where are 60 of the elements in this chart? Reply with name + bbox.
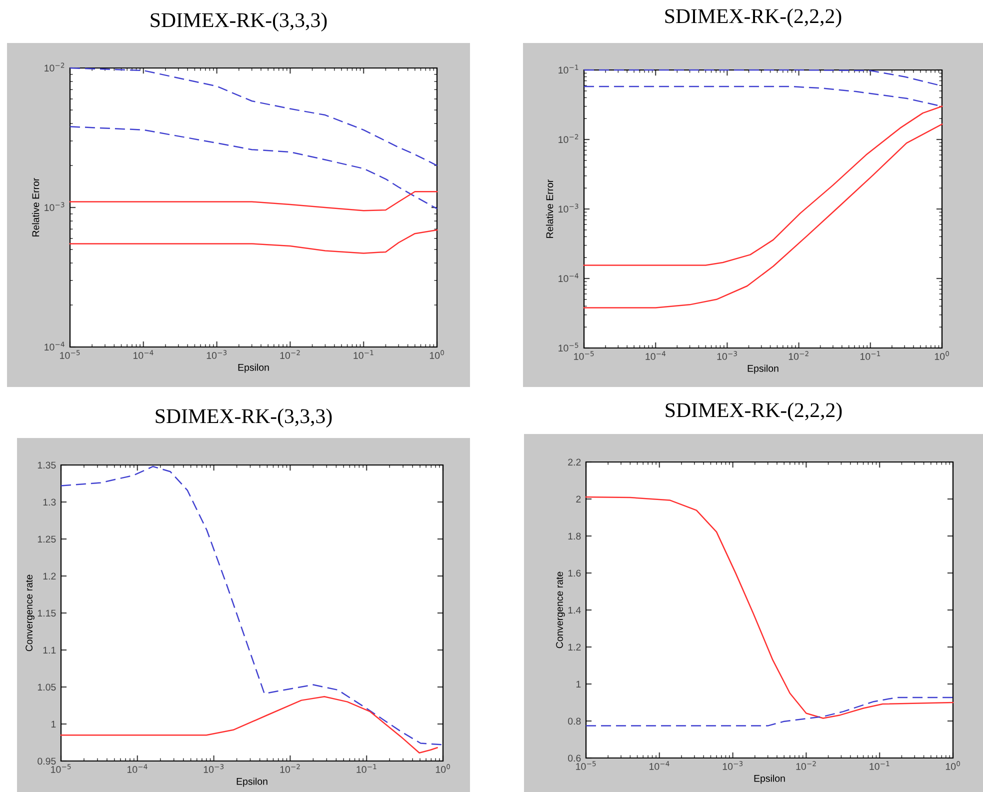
y-tick-label: 1.2 xyxy=(43,572,56,580)
x-tick-label: 10$^{−5}$ xyxy=(51,764,71,773)
x-tick-label: 10$^{−4}$ xyxy=(649,761,670,770)
y-tick-label: 1 xyxy=(51,720,56,728)
y-tick-label: 10$^{−2}$ xyxy=(44,62,64,72)
y-tick-label: 2.2 xyxy=(568,458,581,466)
x-tick-label: 10$^{−2}$ xyxy=(796,761,816,770)
y-tick-label: 0.8 xyxy=(568,718,581,725)
y-tick-label: 10$^{−3}$ xyxy=(44,202,64,212)
x-tick-label: 10$^{−4}$ xyxy=(646,351,666,360)
y-tick-label: 1.15 xyxy=(38,610,56,617)
y-tick-label: 1.2 xyxy=(568,644,581,651)
y-tick-label: 0.95 xyxy=(38,758,56,765)
y-tick-label: 1.35 xyxy=(38,462,56,469)
chart-title: SDIMEX-RK-(2,2,2) xyxy=(665,8,842,28)
x-tick-label: 10$^{−5}$ xyxy=(60,350,80,359)
y-tick-label: 0.6 xyxy=(568,754,581,762)
x-tick-label: 10$^{−2}$ xyxy=(280,350,300,359)
x-tick-label: 10$^{−1}$ xyxy=(870,761,890,770)
x-axis-title: Epsilon xyxy=(238,364,269,373)
x-tick-label: 10$^{−3}$ xyxy=(206,350,227,359)
x-tick-label: 10$^{−3}$ xyxy=(204,764,224,773)
y-tick-label: 2 xyxy=(576,496,581,503)
y-tick-label: 1.4 xyxy=(568,606,581,614)
y-tick-label: 1.1 xyxy=(43,646,56,654)
chart-title: SDIMEX-RK-(3,3,3) xyxy=(150,12,327,32)
y-tick-label: 10$^{−4}$ xyxy=(558,273,578,282)
x-tick-label: 10$^{−1}$ xyxy=(356,764,376,773)
x-tick-label: 10$^{−3}$ xyxy=(722,761,743,770)
y-tick-label: 10$^{−5}$ xyxy=(558,342,578,352)
x-tick-label: 10$^{−1}$ xyxy=(860,351,880,360)
x-tick-label: 10$^{−2}$ xyxy=(280,764,300,773)
x-tick-label: 10$^{−4}$ xyxy=(127,764,148,773)
y-tick-label: 10$^{−1}$ xyxy=(558,64,578,74)
x-axis-title: Epsilon xyxy=(748,364,778,374)
x-tick-label: 10$^{−4}$ xyxy=(133,350,154,359)
chart-title: SDIMEX-RK-(2,2,2) xyxy=(666,402,842,422)
y-axis-title: Convergence rate xyxy=(556,572,565,648)
y-tick-label: 1.05 xyxy=(38,684,56,691)
chart-title: SDIMEX-RK-(3,3,3) xyxy=(156,408,332,428)
y-tick-label: 10$^{−3}$ xyxy=(558,204,578,213)
y-axis-title: Convergence rate xyxy=(26,574,34,652)
y-tick-label: 10$^{−2}$ xyxy=(558,134,578,144)
x-tick-label: 10$^{−1}$ xyxy=(354,350,374,359)
y-tick-label: 1.3 xyxy=(43,498,56,506)
y-axis-title: Relative Error xyxy=(546,179,554,238)
x-tick-label: 10$^{0}$ xyxy=(430,350,444,359)
y-axis-title: Relative Error xyxy=(32,178,40,236)
x-axis-title: Epsilon xyxy=(236,778,268,787)
y-tick-label: 1.8 xyxy=(568,532,581,540)
x-tick-label: 10$^{0}$ xyxy=(946,761,960,770)
y-tick-label: 10$^{−4}$ xyxy=(44,342,64,351)
y-tick-label: 1.6 xyxy=(568,570,581,577)
x-tick-label: 10$^{0}$ xyxy=(934,351,950,360)
x-tick-label: 10$^{−2}$ xyxy=(788,351,808,360)
x-axis-title: Epsilon xyxy=(754,774,785,784)
y-tick-label: 1 xyxy=(576,680,581,688)
x-tick-label: 10$^{0}$ xyxy=(436,764,450,773)
y-tick-label: 1.25 xyxy=(38,536,56,543)
x-tick-label: 10$^{−3}$ xyxy=(717,351,737,360)
